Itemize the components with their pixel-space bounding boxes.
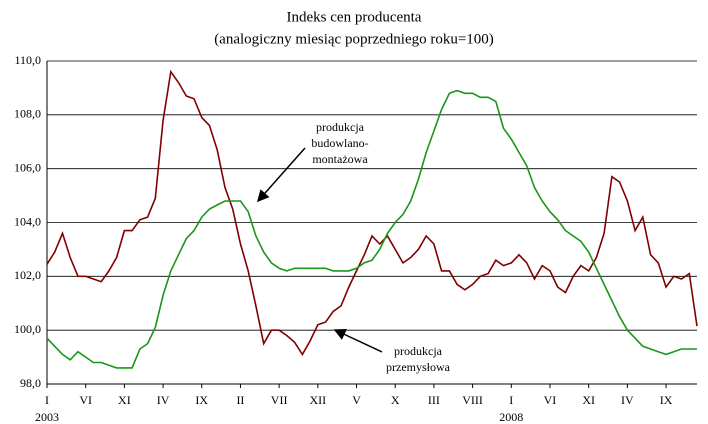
x-tick-label: VI <box>544 393 557 407</box>
chart-title: Indeks cen producenta <box>287 9 422 25</box>
x-tick-label: XII <box>309 393 326 407</box>
annotation: montażowa <box>312 152 368 166</box>
x-tick-label: VI <box>79 393 92 407</box>
y-tick-label: 106,0 <box>14 160 41 174</box>
x-tick-label: XI <box>118 393 131 407</box>
y-tick-label: 104,0 <box>14 214 41 228</box>
annotation: przemysłowa <box>386 360 451 374</box>
x-tick-label: IX <box>195 393 208 407</box>
y-tick-label: 100,0 <box>14 322 41 336</box>
annotation: produkcja <box>394 344 443 358</box>
y-tick-label: 108,0 <box>14 107 41 121</box>
annotation: budowlano- <box>311 136 368 150</box>
x-tick-label: I <box>45 393 49 407</box>
x-tick-label: VII <box>271 393 288 407</box>
annotation-arrow <box>257 147 306 203</box>
y-tick-label: 98,0 <box>20 376 41 390</box>
x-tick-label: III <box>428 393 440 407</box>
x-tick-label: IV <box>621 393 634 407</box>
x-tick-label: IV <box>157 393 170 407</box>
x-tick-label: II <box>236 393 244 407</box>
x-tick-label: I <box>509 393 513 407</box>
x-tick-label: XI <box>582 393 595 407</box>
series-line <box>46 69 698 356</box>
y-tick-label: 110,0 <box>14 53 41 67</box>
chart-subtitle: (analogiczny miesiąc poprzedniego roku=1… <box>214 31 494 47</box>
annotation-arrow <box>333 329 383 353</box>
year-label: 2008 <box>499 410 523 424</box>
x-tick-label: IX <box>660 393 673 407</box>
y-tick-label: 102,0 <box>14 268 41 282</box>
series-line <box>46 89 697 369</box>
x-tick-label: X <box>391 393 400 407</box>
x-tick-label: V <box>352 393 361 407</box>
annotation: produkcja <box>316 120 365 134</box>
x-tick-label: VIII <box>462 393 483 407</box>
year-label: 2003 <box>35 410 59 424</box>
